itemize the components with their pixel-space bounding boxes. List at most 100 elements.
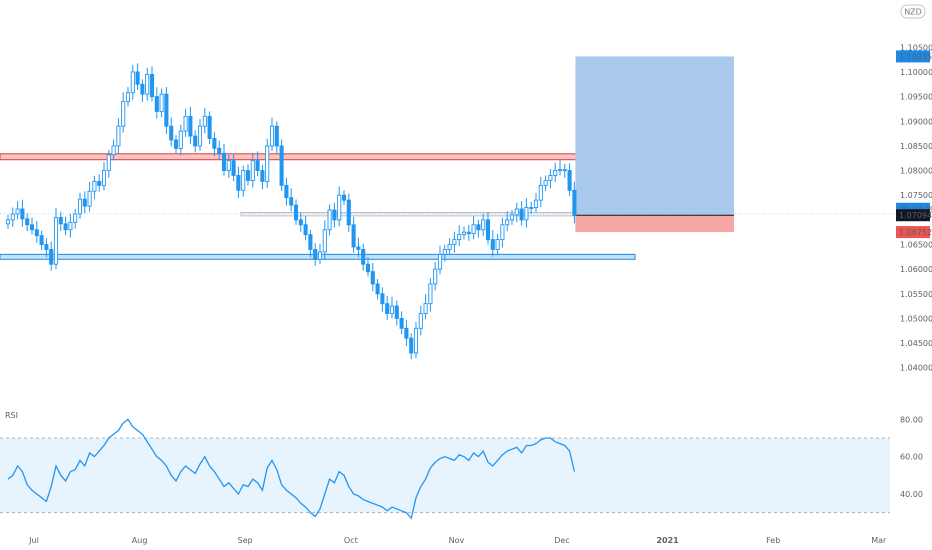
candle[interactable]	[111, 139, 116, 161]
candle[interactable]	[68, 213, 73, 238]
candle[interactable]	[466, 225, 471, 241]
candle[interactable]	[346, 193, 351, 232]
candle[interactable]	[245, 164, 251, 186]
support-zone[interactable]	[0, 253, 636, 260]
candle[interactable]	[130, 64, 135, 100]
candle[interactable]	[82, 191, 87, 214]
candle[interactable]	[500, 217, 505, 248]
candle[interactable]	[361, 243, 366, 271]
candle[interactable]	[365, 257, 371, 277]
candle[interactable]	[226, 155, 231, 178]
candle[interactable]	[202, 107, 207, 134]
candle[interactable]	[394, 300, 399, 326]
candle[interactable]	[428, 278, 433, 312]
candle[interactable]	[389, 296, 395, 319]
candle[interactable]	[461, 226, 467, 240]
candle[interactable]	[548, 169, 553, 189]
candle[interactable]	[519, 201, 524, 226]
candle[interactable]	[58, 211, 63, 231]
candle[interactable]	[135, 63, 140, 90]
candle[interactable]	[236, 166, 241, 199]
candle[interactable]	[495, 233, 500, 256]
candle[interactable]	[260, 164, 265, 190]
candle[interactable]	[308, 229, 313, 258]
candle[interactable]	[356, 237, 361, 258]
candle[interactable]	[509, 210, 515, 225]
candle[interactable]	[92, 175, 97, 200]
candle[interactable]	[481, 213, 486, 237]
candle[interactable]	[562, 163, 567, 178]
candle[interactable]	[351, 216, 356, 253]
candle[interactable]	[490, 230, 495, 257]
candle[interactable]	[485, 211, 491, 245]
candle[interactable]	[97, 174, 102, 192]
candle[interactable]	[289, 188, 294, 212]
candle[interactable]	[538, 176, 543, 208]
candle[interactable]	[284, 177, 289, 206]
candle[interactable]	[221, 143, 227, 176]
candle[interactable]	[317, 244, 323, 265]
candle[interactable]	[169, 117, 174, 147]
price-axis[interactable]: 1.10500 1.10000 1.09500 1.09000 1.08500 1.080…	[900, 43, 932, 372]
candle[interactable]	[471, 216, 476, 240]
candle[interactable]	[557, 160, 563, 176]
time-axis[interactable]: JulAugSepOctNovDec2021FebMarAprMay	[28, 536, 932, 545]
candle[interactable]	[197, 119, 203, 151]
candle[interactable]	[293, 199, 299, 225]
candle[interactable]	[442, 244, 447, 262]
candle[interactable]	[125, 87, 131, 107]
candle[interactable]	[193, 130, 198, 153]
candle[interactable]	[140, 79, 145, 103]
candle[interactable]	[159, 88, 164, 118]
candle[interactable]	[53, 208, 59, 270]
candle[interactable]	[154, 87, 159, 119]
candle[interactable]	[322, 220, 327, 260]
candle[interactable]	[207, 111, 212, 145]
candle[interactable]	[29, 217, 35, 235]
candle[interactable]	[385, 295, 390, 320]
currency-badge[interactable]: NZD	[900, 4, 926, 19]
candle[interactable]	[298, 212, 303, 232]
candle[interactable]	[413, 321, 419, 358]
candle[interactable]	[370, 262, 375, 292]
candle[interactable]	[409, 333, 414, 360]
candle[interactable]	[303, 216, 308, 241]
candle[interactable]	[34, 221, 39, 243]
candle[interactable]	[341, 190, 347, 206]
candle[interactable]	[533, 192, 539, 213]
candle[interactable]	[49, 241, 54, 271]
candle[interactable]	[505, 211, 510, 232]
candle[interactable]	[452, 231, 457, 253]
candle[interactable]	[173, 135, 179, 154]
candle[interactable]	[375, 279, 380, 300]
candle[interactable]	[106, 149, 111, 178]
candle[interactable]	[279, 139, 284, 192]
candle[interactable]	[255, 151, 260, 177]
candle[interactable]	[77, 192, 83, 219]
candle[interactable]	[476, 219, 481, 238]
candle[interactable]	[10, 207, 15, 228]
candle[interactable]	[404, 319, 409, 347]
candle[interactable]	[529, 201, 534, 214]
candle[interactable]	[524, 198, 529, 228]
candle[interactable]	[188, 106, 193, 144]
candle[interactable]	[183, 108, 188, 137]
candle[interactable]	[553, 162, 558, 182]
candle[interactable]	[543, 175, 548, 192]
candle[interactable]	[231, 153, 236, 182]
long-position-profit-zone[interactable]	[575, 56, 734, 216]
candle[interactable]	[145, 68, 150, 101]
candle[interactable]	[101, 161, 107, 191]
long-position-loss-zone[interactable]	[575, 215, 734, 233]
candle[interactable]	[269, 117, 275, 151]
candle[interactable]	[87, 181, 92, 212]
candle[interactable]	[164, 87, 169, 135]
candle[interactable]	[274, 121, 279, 154]
candle[interactable]	[572, 181, 577, 224]
candle[interactable]	[5, 214, 11, 229]
candle[interactable]	[217, 140, 222, 160]
candle[interactable]	[332, 202, 337, 228]
candle[interactable]	[337, 186, 342, 227]
candle[interactable]	[20, 199, 25, 227]
